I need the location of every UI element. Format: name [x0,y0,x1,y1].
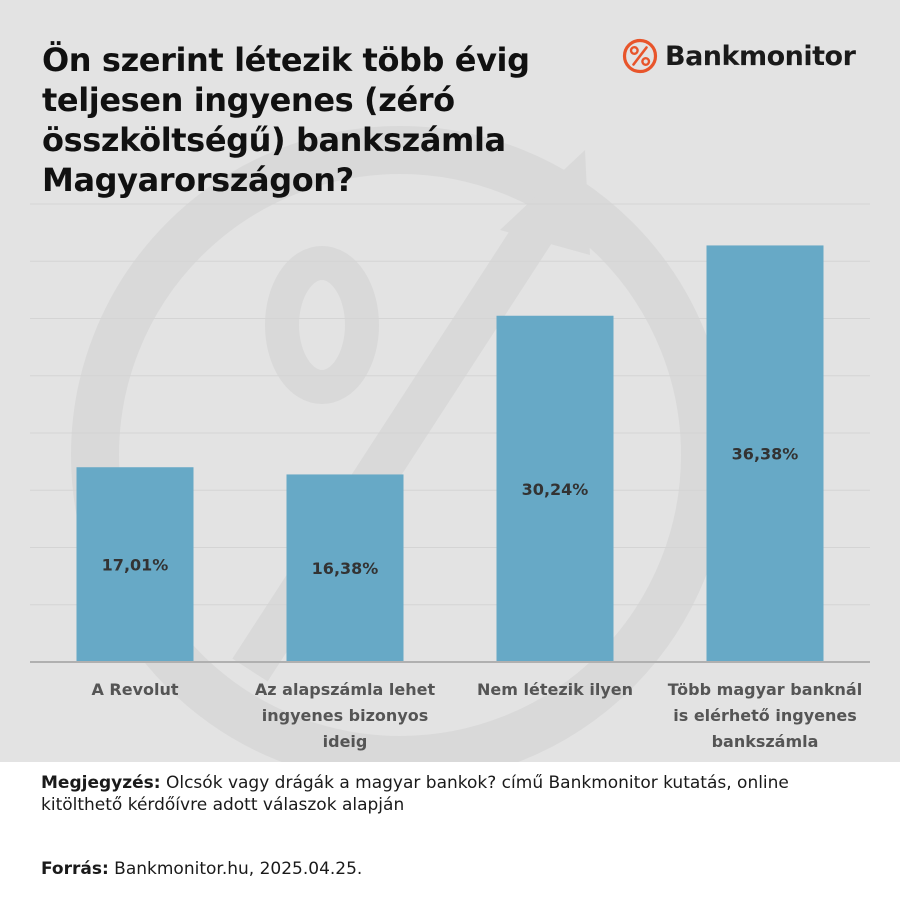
chart-title: Ön szerint létezik több évig teljesen in… [42,41,530,199]
category-label: Több magyar banknál is elérhető ingyenes b… [668,680,862,751]
bar-value-label: 16,38% [312,559,379,578]
category-label: Az alapszámla lehet ingyenes bizonyos idei… [255,680,436,751]
note-text: Olcsók vagy drágák a magyar bankok? című… [41,773,789,815]
brand-logo: Bankmonitor [622,36,856,76]
bar-value-label: 17,01% [102,556,169,575]
bar [286,474,404,662]
bar-chart: 17,01% A Revolut 16,38% Az alapszámla lehet… [30,203,870,751]
bar [76,467,194,662]
source-text: Bankmonitor.hu, 2025.04.25. [114,859,363,879]
percent-circle-icon [622,38,658,74]
watermark-logo-icon [0,0,900,762]
source-line: Forrás: Bankmonitor.hu, 2025.04.25. [41,858,801,880]
category-label: Nem létezik ilyen [477,680,633,699]
bar-value-label: 30,24% [522,480,589,499]
note-label: Megjegyzés: [41,773,161,793]
bar-value-label: 36,38% [732,445,799,464]
bar [706,245,824,662]
chart-panel: Ön szerint létezik több évig teljesen in… [0,0,900,762]
source-label: Forrás: [41,859,109,879]
category-label: A Revolut [91,680,178,699]
footnote: Megjegyzés: Olcsók vagy drágák a magyar … [41,772,801,816]
brand-name: Bankmonitor [665,40,856,72]
bar [496,315,614,662]
